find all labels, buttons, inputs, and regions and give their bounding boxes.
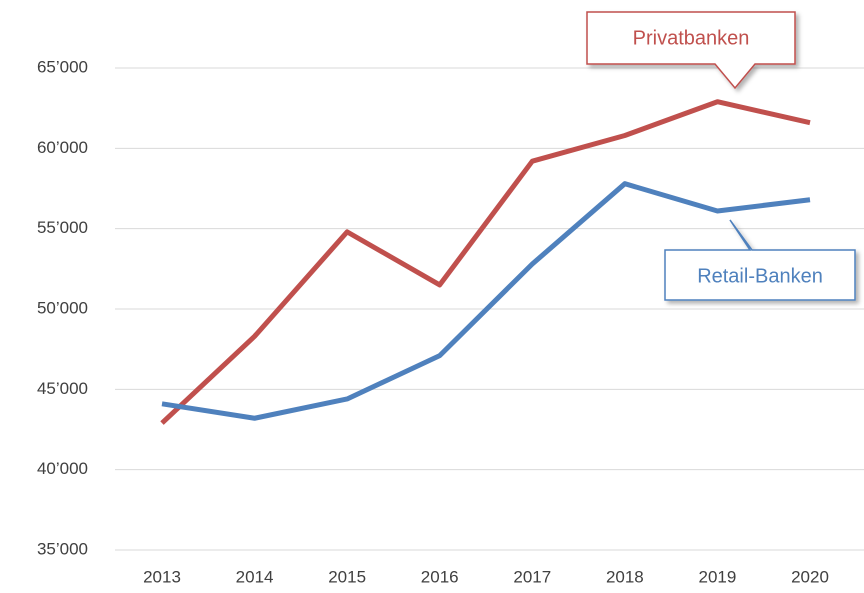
x-tick-label: 2019	[699, 567, 737, 586]
y-tick-label: 45’000	[37, 379, 88, 398]
y-tick-label: 35’000	[37, 539, 88, 558]
x-tick-label: 2018	[606, 567, 644, 586]
series-line	[161, 181, 811, 421]
callout-label: Privatbanken	[633, 27, 750, 49]
x-tick-label: 2013	[143, 567, 181, 586]
y-tick-label: 65’000	[37, 57, 88, 76]
y-tick-label: 55’000	[37, 218, 88, 237]
callout-retail	[664, 219, 856, 301]
x-tick-label: 2020	[791, 567, 829, 586]
y-tick-label: 40’000	[37, 459, 88, 478]
y-tick-label: 50’000	[37, 298, 88, 317]
x-tick-label: 2015	[328, 567, 366, 586]
x-tick-label: 2014	[236, 567, 274, 586]
y-tick-label: 60’000	[37, 138, 88, 157]
series-line	[160, 99, 811, 425]
x-tick-label: 2016	[421, 567, 459, 586]
callout-privat	[586, 11, 796, 90]
x-tick-label: 2017	[513, 567, 551, 586]
callout-label: Retail-Banken	[697, 265, 823, 287]
